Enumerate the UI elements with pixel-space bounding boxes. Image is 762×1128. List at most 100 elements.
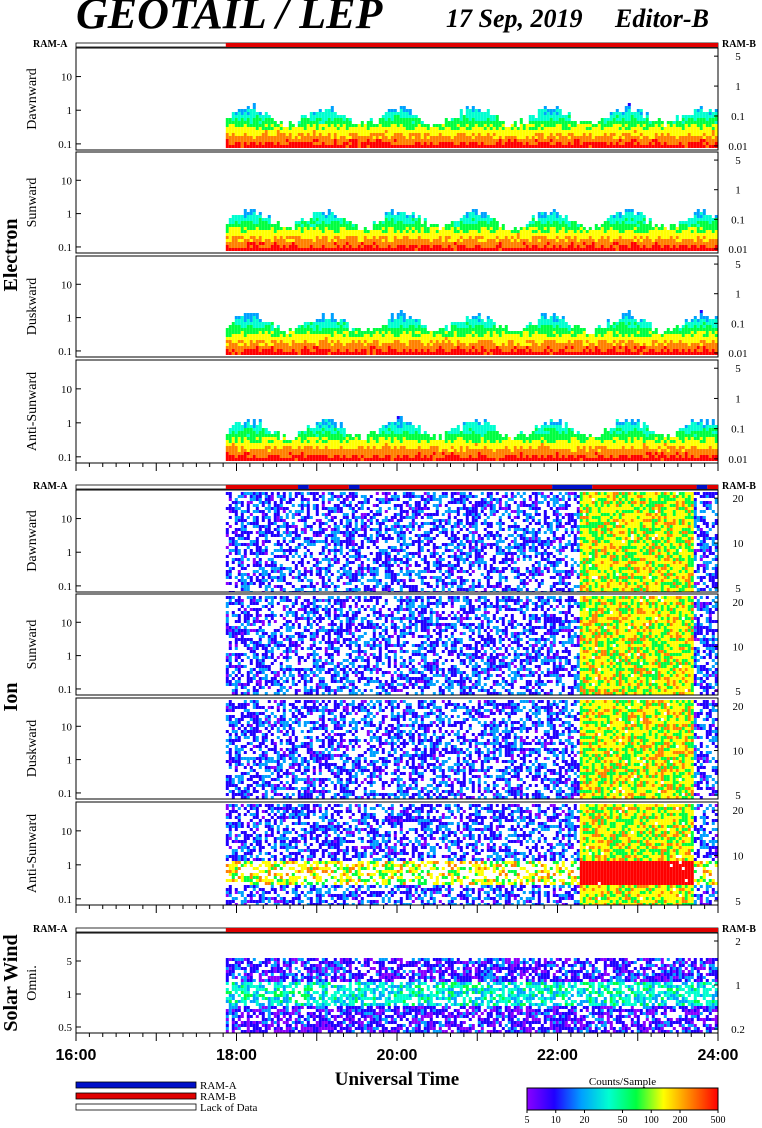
spectrogram-cell	[456, 127, 460, 130]
spectrogram-cell	[333, 118, 337, 121]
spectrogram-cell	[477, 221, 481, 224]
spectrogram-cell	[243, 248, 247, 251]
spectrogram-cell	[273, 245, 277, 248]
spectrogram-cell	[471, 340, 475, 343]
spectrogram-cell	[447, 334, 451, 337]
spectrogram-cell	[429, 242, 433, 245]
right-tick-label: 5	[735, 155, 741, 167]
spectrogram-cell	[435, 346, 439, 349]
spectrogram-cell	[243, 136, 247, 139]
spectrogram-cell	[312, 218, 316, 221]
spectrogram-cell	[330, 136, 334, 139]
spectrogram-cell	[567, 337, 571, 340]
spectrogram-cell	[615, 136, 619, 139]
spectrogram-cell	[501, 230, 505, 233]
spectrogram-cell	[363, 242, 367, 245]
spectrogram-cell	[528, 139, 532, 142]
spectrogram-cell	[312, 245, 316, 248]
spectrogram-cell	[309, 340, 313, 343]
spectrogram-cell	[540, 245, 544, 248]
spectrogram-cell	[579, 352, 583, 355]
spectrogram-cell	[339, 139, 343, 142]
spectrogram-cell	[318, 133, 322, 136]
spectrogram-cell	[432, 230, 436, 233]
spectrogram-cell	[432, 139, 436, 142]
spectrogram-cell	[441, 127, 445, 130]
spectrogram-cell	[297, 343, 301, 346]
spectrogram-cell	[318, 139, 322, 142]
spectrogram-cell	[381, 224, 385, 227]
spectrogram-cell	[507, 242, 511, 245]
spectrogram-cell	[417, 343, 421, 346]
spectrogram-cell	[324, 142, 328, 145]
spectrogram-cell	[540, 145, 544, 148]
spectrogram-cell	[456, 337, 460, 340]
spectrogram-cell	[369, 130, 373, 133]
spectrogram-cell	[513, 239, 517, 242]
spectrogram-cell	[225, 130, 229, 133]
spectrogram-cell	[309, 130, 313, 133]
spectrogram-cell	[279, 239, 283, 242]
spectrogram-cell	[669, 239, 673, 242]
spectrogram-cell	[564, 145, 568, 148]
spectrogram-cell	[237, 248, 241, 251]
right-tick-label: 5	[735, 51, 741, 63]
spectrogram-cell	[324, 121, 328, 124]
spectrogram-cell	[546, 322, 550, 325]
spectrogram-cell	[468, 239, 472, 242]
spectrogram-cell	[486, 337, 490, 340]
spectrogram-cell	[342, 142, 346, 145]
spectrogram-cell	[555, 236, 559, 239]
spectrogram-cell	[312, 124, 316, 127]
spectrogram-cell	[621, 346, 625, 349]
spectrogram-cell	[237, 121, 241, 124]
spectrogram-cell	[432, 331, 436, 334]
spectrogram-cell	[372, 343, 376, 346]
spectrogram-cell	[702, 118, 706, 121]
spectrogram-cell	[441, 337, 445, 340]
spectrogram-cell	[438, 127, 442, 130]
spectrogram-cell	[261, 230, 265, 233]
spectrogram-cell	[429, 145, 433, 148]
spectrogram-cell	[318, 121, 322, 124]
spectrogram-cell	[471, 331, 475, 334]
spectrogram-cell	[237, 322, 241, 325]
spectrogram-cell	[255, 322, 259, 325]
spectrogram-cell	[276, 124, 280, 127]
spectrogram-cell	[378, 121, 382, 124]
spectrogram-cell	[558, 124, 562, 127]
spectrogram-cell	[591, 130, 595, 133]
spectrogram-cell	[546, 343, 550, 346]
spectrogram-cell	[345, 340, 349, 343]
spectrogram-cell	[624, 127, 628, 130]
spectrogram-cell	[249, 325, 253, 328]
spectrogram-cell	[489, 349, 493, 352]
spectrogram-cell	[249, 212, 253, 215]
spectrogram-cell	[435, 145, 439, 148]
spectrogram-cell	[522, 124, 526, 127]
spectrogram-cell	[327, 343, 331, 346]
spectrogram-cell	[243, 124, 247, 127]
spectrogram-cell	[378, 130, 382, 133]
spectrogram-cell	[399, 343, 403, 346]
spectrogram-cell	[255, 233, 259, 236]
spectrogram-cell	[528, 124, 532, 127]
spectrogram-cell	[480, 239, 484, 242]
spectrogram-cell	[543, 142, 547, 145]
spectrogram-cell	[315, 145, 319, 148]
spectrogram-cell	[528, 136, 532, 139]
spectrogram-cell	[414, 221, 418, 224]
spectrogram-cell	[453, 248, 457, 251]
spectrogram-cell	[405, 145, 409, 148]
spectrogram-cell	[564, 346, 568, 349]
spectrogram-cell	[450, 352, 454, 355]
spectrogram-cell	[450, 118, 454, 121]
spectrogram-cell	[252, 236, 256, 239]
spectrogram-cell	[537, 343, 541, 346]
spectrogram-cell	[486, 239, 490, 242]
spectrogram-cell	[612, 230, 616, 233]
spectrogram-cell	[684, 121, 688, 124]
spectrogram-cell	[570, 331, 574, 334]
spectrogram-cell	[453, 139, 457, 142]
spectrogram-cell	[474, 224, 478, 227]
